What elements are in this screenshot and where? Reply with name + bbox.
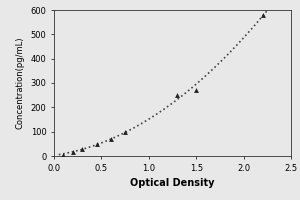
Point xyxy=(80,147,85,150)
Point xyxy=(61,153,66,156)
Point xyxy=(123,130,128,133)
Point xyxy=(94,142,99,145)
Y-axis label: Concentration(pg/mL): Concentration(pg/mL) xyxy=(16,37,25,129)
Point xyxy=(109,137,113,141)
Point xyxy=(260,13,265,16)
Point xyxy=(70,151,75,154)
Point xyxy=(175,94,180,97)
X-axis label: Optical Density: Optical Density xyxy=(130,178,215,188)
Point xyxy=(194,89,199,92)
